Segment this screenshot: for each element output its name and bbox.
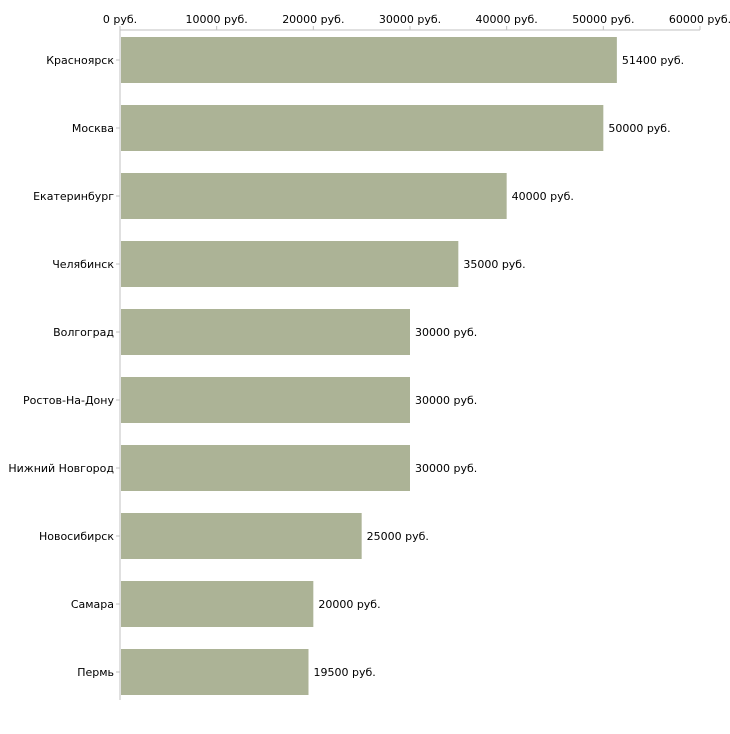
category-label: Пермь — [77, 666, 114, 679]
value-label: 40000 руб. — [512, 190, 574, 203]
bar — [121, 581, 314, 627]
value-label: 20000 руб. — [318, 598, 380, 611]
value-label: 51400 руб. — [622, 54, 684, 67]
bar — [121, 377, 410, 423]
bar — [121, 37, 617, 83]
value-label: 35000 руб. — [463, 258, 525, 271]
value-label: 50000 руб. — [608, 122, 670, 135]
bar — [121, 241, 459, 287]
category-label: Волгоград — [53, 326, 114, 339]
x-tick-label: 40000 руб. — [476, 13, 538, 26]
x-tick-label: 0 руб. — [103, 13, 137, 26]
value-label: 30000 руб. — [415, 462, 477, 475]
bar — [121, 649, 309, 695]
bar — [121, 309, 410, 355]
value-label: 30000 руб. — [415, 394, 477, 407]
value-label: 19500 руб. — [314, 666, 376, 679]
category-label: Новосибирск — [39, 530, 114, 543]
bar — [121, 513, 362, 559]
x-tick-label: 30000 руб. — [379, 13, 441, 26]
category-label: Челябинск — [52, 258, 114, 271]
x-tick-label: 60000 руб. — [669, 13, 730, 26]
category-label: Самара — [71, 598, 114, 611]
bar — [121, 105, 604, 151]
category-label: Екатеринбург — [33, 190, 114, 203]
bar — [121, 445, 410, 491]
value-label: 30000 руб. — [415, 326, 477, 339]
value-label: 25000 руб. — [367, 530, 429, 543]
category-label: Москва — [72, 122, 114, 135]
x-tick-label: 20000 руб. — [282, 13, 344, 26]
x-tick-label: 50000 руб. — [572, 13, 634, 26]
category-label: Нижний Новгород — [8, 462, 114, 475]
category-label: Ростов-На-Дону — [23, 394, 114, 407]
x-tick-label: 10000 руб. — [186, 13, 248, 26]
bar — [121, 173, 507, 219]
category-label: Красноярск — [46, 54, 114, 67]
